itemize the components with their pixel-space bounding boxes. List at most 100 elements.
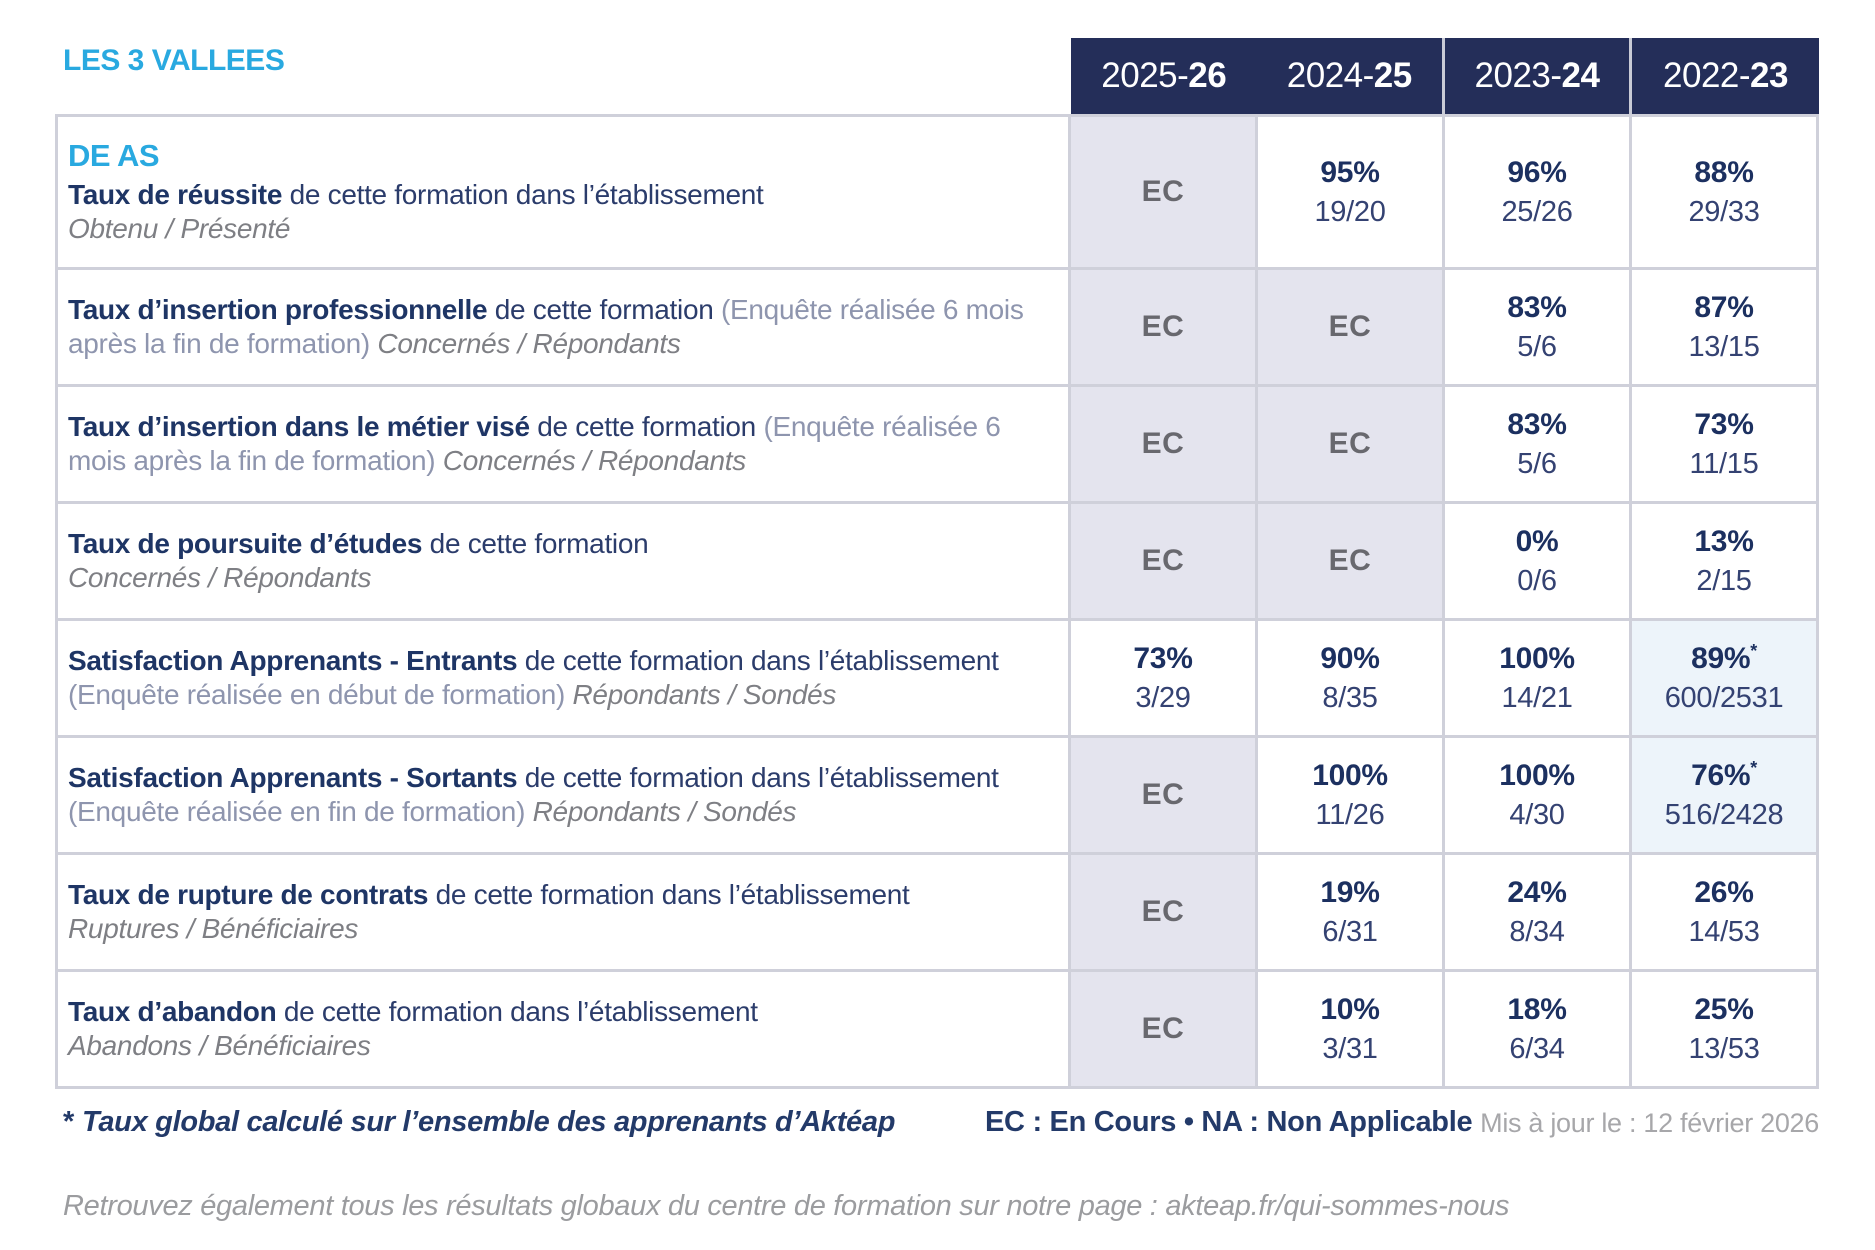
percentage-value: 24% xyxy=(1507,875,1567,909)
metric-label-cell: Satisfaction Apprenants - Entrants de ce… xyxy=(58,621,1068,735)
metric-name: Taux de rupture de contrats xyxy=(68,878,429,910)
metric-description: Taux de rupture de contrats de cette for… xyxy=(68,878,1038,946)
percentage-value: 13% xyxy=(1694,524,1754,558)
metric-scope: de cette formation xyxy=(494,293,714,325)
year-column-header: 2025- 26 xyxy=(1071,38,1257,114)
value-cell-in-progress: EC xyxy=(1071,504,1255,618)
metric-ratio-caption: Ruptures / Bénéficiaires xyxy=(68,913,359,944)
ec-label: EC xyxy=(1328,544,1372,577)
asterisk-mark: * xyxy=(1750,640,1757,661)
header-separator xyxy=(1629,38,1632,114)
metric-scope: de cette formation xyxy=(537,410,756,442)
metric-description: Satisfaction Apprenants - Entrants de ce… xyxy=(68,644,1038,712)
fraction-value: 11/26 xyxy=(1315,798,1385,831)
year-suffix: 26 xyxy=(1188,56,1227,95)
metric-name: Taux de réussite xyxy=(68,179,283,211)
percentage-value: 18% xyxy=(1507,992,1567,1026)
fraction-value: 14/21 xyxy=(1501,681,1573,714)
global-results-info-line: Retrouvez également tous les résultats g… xyxy=(63,1190,1510,1222)
percentage-value: 73% xyxy=(1133,641,1193,675)
metric-name: Taux d’insertion dans le métier visé xyxy=(68,410,530,442)
value-cell: 88% 29/33 xyxy=(1632,117,1816,267)
value-cell-in-progress: EC xyxy=(1258,270,1442,384)
year-column-header: 2024- 25 xyxy=(1257,38,1443,114)
value-cell-in-progress: EC xyxy=(1071,972,1255,1086)
year-header-block: 2025- 26 2024- 25 xyxy=(1071,38,1442,114)
percentage-value: 100% xyxy=(1499,641,1575,675)
ec-label: EC xyxy=(1141,778,1185,811)
metric-ratio-caption: Abandons / Bénéficiaires xyxy=(68,1030,371,1061)
fraction-value: 13/53 xyxy=(1688,1032,1760,1065)
ec-label: EC xyxy=(1141,895,1185,928)
fraction-value: 8/35 xyxy=(1322,681,1378,714)
metric-ratio-caption: Concernés / Répondants xyxy=(377,328,681,359)
metric-scope: de cette formation xyxy=(429,527,649,559)
metric-description: Taux d’insertion dans le métier visé de … xyxy=(68,410,1038,478)
value-cell-in-progress: EC xyxy=(1071,270,1255,384)
fraction-value: 6/34 xyxy=(1509,1032,1565,1065)
ec-label: EC xyxy=(1328,310,1372,343)
metric-ratio-caption: Répondants / Sondés xyxy=(532,796,797,827)
asterisk-mark: * xyxy=(63,1106,74,1138)
value-cell: 95% 19/20 xyxy=(1258,117,1442,267)
metric-label-cell: Taux d’abandon de cette formation dans l… xyxy=(58,972,1068,1086)
asterisk-mark: * xyxy=(1750,757,1757,778)
percentage-value: 100% xyxy=(1312,758,1388,792)
value-cell-in-progress: EC xyxy=(1258,504,1442,618)
ec-label: EC xyxy=(1141,175,1185,208)
fraction-value: 8/34 xyxy=(1509,915,1565,948)
fraction-value: 6/31 xyxy=(1322,915,1378,948)
value-cell: 13% 2/15 xyxy=(1632,504,1816,618)
value-cell-in-progress: EC xyxy=(1258,387,1442,501)
establishment-name: LES 3 VALLEES xyxy=(63,44,285,77)
percentage-value: 88% xyxy=(1694,155,1754,189)
year-header-row: 2025- 26 2024- 25 2023- 24 2022- 23 xyxy=(1071,38,1819,114)
year-header-block: 2022- 23 xyxy=(1632,38,1819,114)
metric-survey-note: (Enquête réalisée en début de formation) xyxy=(68,679,565,710)
value-cell-in-progress: EC xyxy=(1071,738,1255,852)
fraction-value: 13/15 xyxy=(1688,330,1760,363)
percentage-value: 25% xyxy=(1694,992,1754,1026)
value-cell-in-progress: EC xyxy=(1071,117,1255,267)
percentage-value: 26% xyxy=(1694,875,1754,909)
year-prefix: 2025- xyxy=(1101,56,1189,95)
metric-name: Satisfaction Apprenants - Entrants xyxy=(68,644,518,676)
value-cell: 100% 11/26 xyxy=(1258,738,1442,852)
abbreviation-legend: EC : En Cours • NA : Non Applicable xyxy=(985,1106,1473,1138)
global-rate-footnote: * Taux global calculé sur l’ensemble des … xyxy=(63,1106,895,1139)
metric-description: Satisfaction Apprenants - Sortants de ce… xyxy=(68,761,1038,829)
fraction-value: 14/53 xyxy=(1688,915,1760,948)
metric-label-cell: Taux de poursuite d’études de cette form… xyxy=(58,504,1068,618)
value-cell: 83% 5/6 xyxy=(1445,270,1629,384)
value-cell: 18% 6/34 xyxy=(1445,972,1629,1086)
metric-name: Taux d’abandon xyxy=(68,995,277,1027)
fraction-value: 11/15 xyxy=(1689,447,1759,480)
ec-label: EC xyxy=(1141,427,1185,460)
value-cell: 73% 11/15 xyxy=(1632,387,1816,501)
value-cell: 83% 5/6 xyxy=(1445,387,1629,501)
fraction-value: 3/31 xyxy=(1322,1032,1378,1065)
fraction-value: 5/6 xyxy=(1517,330,1557,363)
results-table: DE AS Taux de réussite de cette formation… xyxy=(55,114,1819,1089)
metric-scope: de cette formation dans l’établissement xyxy=(524,761,999,793)
year-suffix: 24 xyxy=(1561,56,1600,95)
last-updated-date: Mis à jour le : 12 février 2026 xyxy=(1480,1108,1819,1138)
value-cell: 25% 13/53 xyxy=(1632,972,1816,1086)
metric-name: Satisfaction Apprenants - Sortants xyxy=(68,761,518,793)
metric-scope: de cette formation dans l’établissement xyxy=(283,995,758,1027)
year-prefix: 2024- xyxy=(1286,56,1375,95)
ec-label: EC xyxy=(1141,310,1185,343)
metric-label-cell: Taux d’insertion dans le métier visé de … xyxy=(58,387,1068,501)
metric-scope: de cette formation dans l’établissement xyxy=(435,878,910,910)
metric-description: Taux d’insertion professionnelle de cett… xyxy=(68,293,1038,361)
metric-label-cell: Taux d’insertion professionnelle de cett… xyxy=(58,270,1068,384)
value-cell: 89%* 600/2531 xyxy=(1632,621,1816,735)
value-cell: 90% 8/35 xyxy=(1258,621,1442,735)
metric-scope: de cette formation dans l’établissement xyxy=(289,179,764,211)
footnote-text: Taux global calculé sur l’ensemble des a… xyxy=(82,1106,896,1138)
value-cell: 10% 3/31 xyxy=(1258,972,1442,1086)
percentage-value: 19% xyxy=(1320,875,1380,909)
percentage-value: 87% xyxy=(1694,290,1754,324)
year-column-header: 2023- 24 xyxy=(1445,38,1629,114)
